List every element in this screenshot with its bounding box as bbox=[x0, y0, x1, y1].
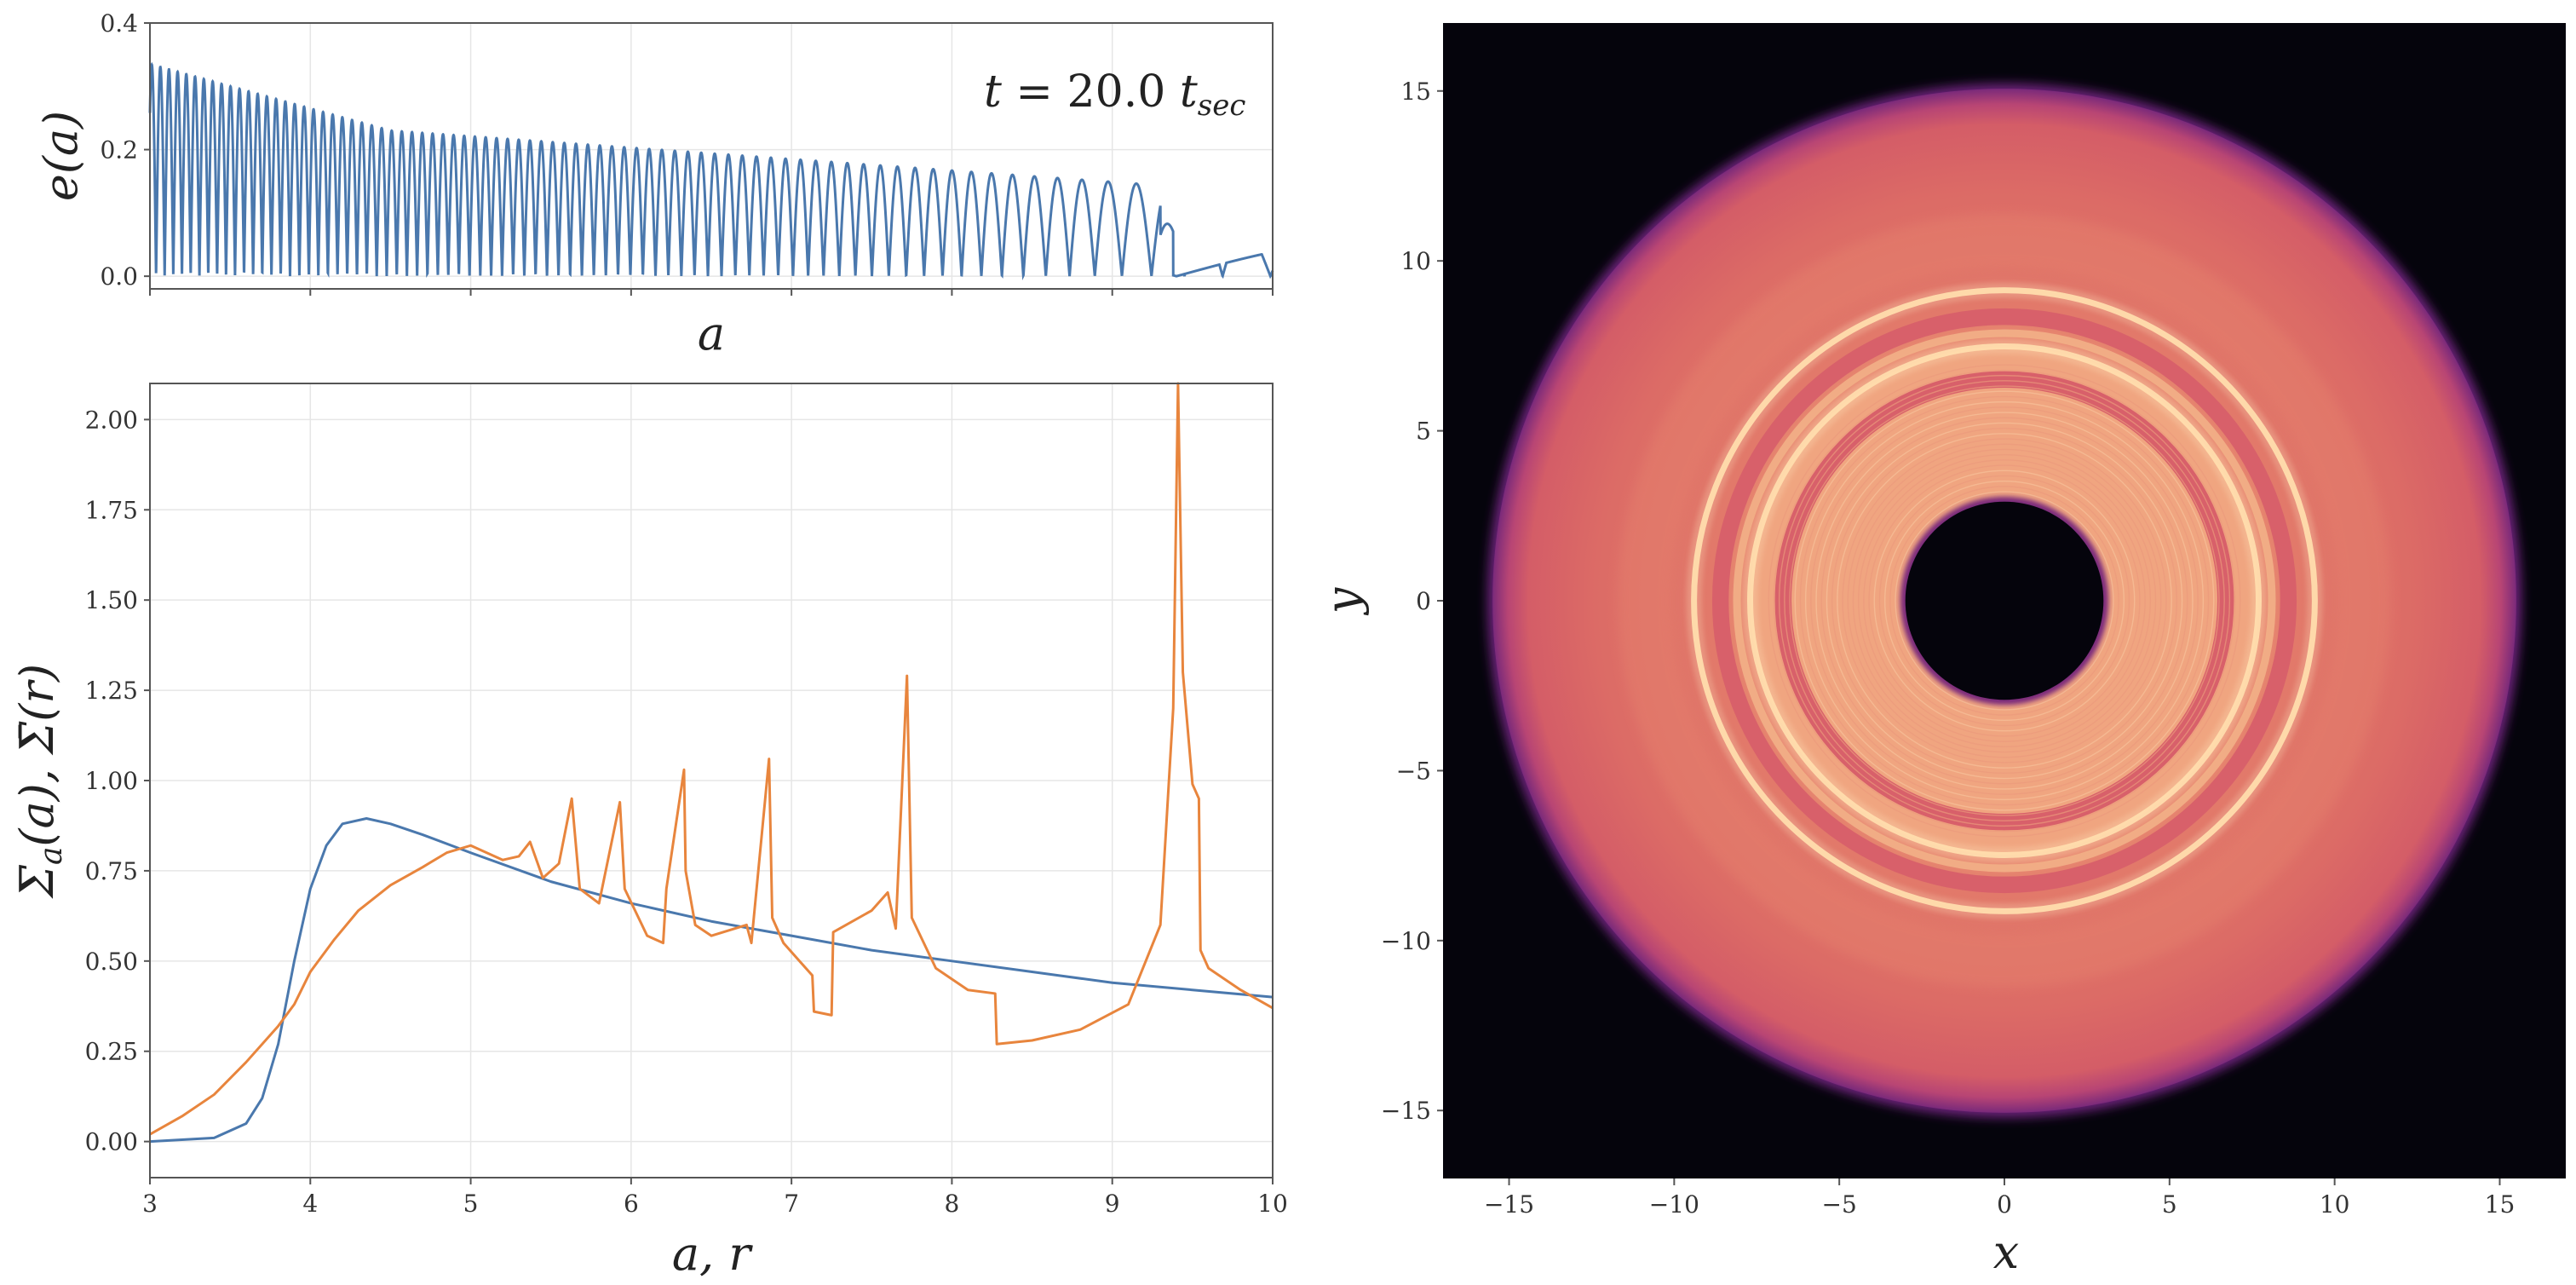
fine-ring bbox=[1883, 480, 2125, 722]
fine-ring bbox=[1794, 390, 2215, 811]
right-ytick-labels: −15 −10 −5 0 5 10 15 bbox=[1381, 78, 1443, 1125]
right-ytick-label: 10 bbox=[1400, 247, 1431, 275]
right-xtick-label: −5 bbox=[1822, 1190, 1857, 1219]
bottom-ytick-label: 2.00 bbox=[85, 406, 138, 434]
bottom-ytick-labels: 0.00 0.25 0.50 0.75 1.00 1.25 1.50 1.75 2.00 bbox=[85, 406, 150, 1156]
bright-ring-glow bbox=[1686, 282, 2323, 919]
bottom-xtick-label: 4 bbox=[302, 1190, 318, 1218]
right-ytick-label: 15 bbox=[1400, 78, 1431, 106]
bottom-gridlines bbox=[149, 383, 1274, 1178]
fine-ring bbox=[1768, 364, 2241, 838]
fine-ring bbox=[1826, 422, 2183, 780]
bottom-ytick-label: 1.50 bbox=[85, 586, 138, 614]
time-annotation: t = 20.0 tsec bbox=[984, 66, 1245, 123]
fine-ring bbox=[1857, 453, 2152, 748]
top-series-group bbox=[148, 61, 1274, 280]
fine-ring bbox=[1784, 380, 2225, 821]
disk-outer-band bbox=[1618, 214, 2391, 988]
fine-ring bbox=[1847, 443, 2162, 758]
top-xtick-marks bbox=[149, 289, 1274, 296]
bottom-xtick-label: 6 bbox=[624, 1190, 639, 1218]
fine-ring bbox=[1852, 448, 2157, 753]
right-xtick-label: 5 bbox=[2162, 1190, 2177, 1219]
bottom-xtick-label: 7 bbox=[784, 1190, 799, 1218]
bottom-ylabel: Σa(a), Σ̄(r) bbox=[10, 664, 69, 899]
bottom-ytick-label: 0.75 bbox=[85, 857, 138, 885]
fine-ring bbox=[1778, 374, 2231, 827]
inner-hole bbox=[1905, 501, 2104, 700]
right-ytick-label: 0 bbox=[1416, 587, 1431, 615]
bright-ring bbox=[1733, 329, 2276, 873]
right-xtick-label: −10 bbox=[1649, 1190, 1699, 1219]
fine-ring bbox=[1799, 395, 2210, 806]
bottom-xtick-label: 3 bbox=[142, 1190, 158, 1218]
top-axes-frame bbox=[149, 22, 1274, 290]
sigma-bar-curve bbox=[149, 382, 1274, 1136]
fine-ring bbox=[1815, 412, 2194, 790]
bottom-ytick-label: 0.50 bbox=[85, 948, 138, 976]
fine-ring bbox=[1868, 464, 2141, 737]
fine-ring bbox=[1810, 406, 2199, 795]
fine-ring bbox=[1831, 427, 2178, 775]
right-xtick-labels: −15 −10 −5 0 5 10 15 bbox=[1484, 1178, 2515, 1219]
right-xtick-label: 0 bbox=[1997, 1190, 2012, 1219]
disk-gap-ring bbox=[1711, 308, 2297, 894]
bottom-xtick-label: 9 bbox=[1105, 1190, 1120, 1218]
right-ytick-label: 5 bbox=[1416, 418, 1431, 446]
bottom-xlabel: a, r bbox=[672, 1227, 754, 1281]
fine-ring bbox=[1820, 417, 2188, 785]
top-ytick-label: 0.4 bbox=[100, 9, 138, 37]
bottom-ytick-label: 1.75 bbox=[85, 496, 138, 524]
fine-ring bbox=[1789, 385, 2220, 816]
fine-ring bbox=[1842, 438, 2167, 764]
disk-gap-ring bbox=[1774, 371, 2234, 831]
sigma-a-curve bbox=[149, 816, 1274, 1144]
fine-ring bbox=[1889, 486, 2119, 716]
bottom-series-group bbox=[149, 382, 1274, 1144]
top-ytick-labels: 0.0 0.2 0.4 bbox=[100, 9, 150, 291]
fine-ring bbox=[1863, 459, 2146, 742]
top-ytick-label: 0.0 bbox=[100, 262, 138, 291]
right-ylabel: y bbox=[1316, 586, 1370, 615]
fine-ring bbox=[1895, 491, 2114, 711]
bottom-ytick-label: 1.00 bbox=[85, 767, 138, 795]
right-xtick-label: −15 bbox=[1484, 1190, 1534, 1219]
right-ytick-label: −5 bbox=[1396, 757, 1431, 785]
bright-ring-glow bbox=[1742, 338, 2267, 863]
bottom-ytick-label: 1.25 bbox=[85, 677, 138, 705]
top-ylabel: e(a) bbox=[34, 111, 88, 201]
bottom-xtick-labels: 3 4 5 6 7 8 9 10 bbox=[142, 1178, 1288, 1218]
bottom-ytick-label: 0.25 bbox=[85, 1038, 138, 1066]
fine-ring bbox=[1873, 470, 2136, 732]
bottom-panel: 0.00 0.25 0.50 0.75 1.00 1.25 1.50 1.75 2.00 3 4 5… bbox=[10, 382, 1288, 1281]
right-xtick-label: 15 bbox=[2485, 1190, 2516, 1219]
fine-ring bbox=[1804, 400, 2205, 801]
eccentricity-curve bbox=[148, 61, 1274, 280]
right-xlabel: x bbox=[1993, 1225, 2019, 1279]
bottom-xtick-label: 10 bbox=[1257, 1190, 1288, 1218]
right-xtick-label: 10 bbox=[2320, 1190, 2350, 1219]
bottom-xtick-label: 5 bbox=[463, 1190, 479, 1218]
disk-image bbox=[1487, 84, 2521, 1118]
top-ytick-label: 0.2 bbox=[100, 136, 138, 164]
right-ytick-label: −15 bbox=[1381, 1097, 1431, 1125]
bottom-ytick-label: 0.00 bbox=[85, 1128, 138, 1156]
right-ytick-label: −10 bbox=[1381, 927, 1431, 955]
fine-ring bbox=[1837, 433, 2172, 769]
top-xlabel: a bbox=[698, 307, 725, 360]
right-panel: −15 −10 −5 0 5 10 15 −15 −10 −5 0 5 10 15 x y bbox=[1316, 23, 2566, 1279]
top-panel: 0.0 0.2 0.4 t = 20.0 tsec a e(a) bbox=[34, 9, 1274, 360]
fine-ring bbox=[1773, 369, 2236, 833]
fine-ring bbox=[1878, 475, 2130, 727]
bottom-xtick-label: 8 bbox=[945, 1190, 960, 1218]
